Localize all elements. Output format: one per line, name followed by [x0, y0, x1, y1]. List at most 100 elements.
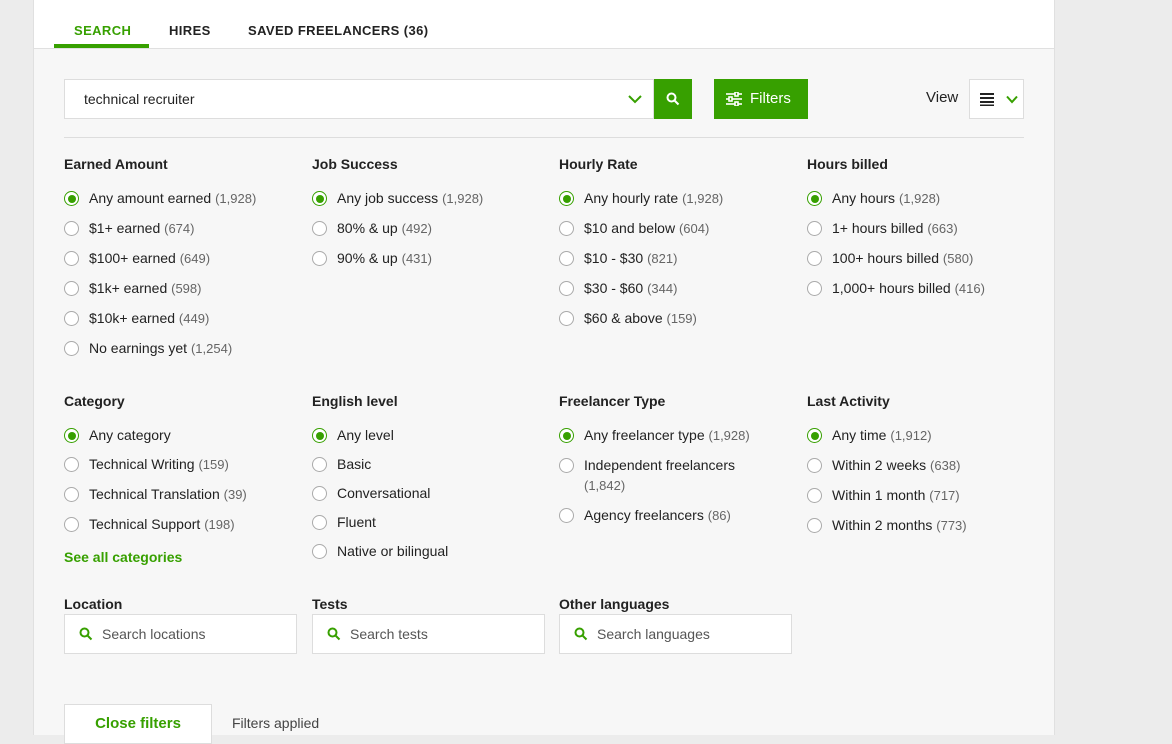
radio-button[interactable] [807, 221, 822, 236]
option-label: Any freelancer type [584, 427, 705, 443]
radio-button[interactable] [312, 486, 327, 501]
radio-button[interactable] [64, 191, 79, 206]
radio-button[interactable] [64, 487, 79, 502]
filters-button[interactable]: Filters [714, 79, 808, 119]
search-filter-input[interactable]: Search languages [559, 614, 792, 654]
radio-option[interactable]: Within 1 month (717) [807, 485, 1027, 506]
filter-title: Category [64, 393, 125, 409]
option-label: Technical Translation [89, 486, 220, 502]
radio-button[interactable] [312, 515, 327, 530]
filter-title: Last Activity [807, 393, 890, 409]
search-filter-input[interactable]: Search locations [64, 614, 297, 654]
radio-option[interactable]: Within 2 months (773) [807, 515, 1027, 536]
radio-option[interactable]: 80% & up (492) [312, 218, 532, 239]
radio-option[interactable]: Any amount earned (1,928) [64, 188, 284, 209]
radio-option[interactable]: $60 & above (159) [559, 308, 779, 329]
option-label: Fluent [337, 514, 376, 530]
search-input[interactable]: technical recruiter [64, 79, 654, 119]
radio-option[interactable]: $10k+ earned (449) [64, 308, 284, 329]
radio-button[interactable] [559, 311, 574, 326]
radio-button[interactable] [807, 251, 822, 266]
radio-option[interactable]: 100+ hours billed (580) [807, 248, 1027, 269]
radio-button[interactable] [312, 191, 327, 206]
option-count: (1,842) [584, 478, 626, 493]
radio-option[interactable]: 90% & up (431) [312, 248, 532, 269]
radio-option[interactable]: Technical Support (198) [64, 514, 284, 535]
radio-option[interactable]: $1k+ earned (598) [64, 278, 284, 299]
radio-button[interactable] [64, 281, 79, 296]
radio-option[interactable]: Basic [312, 454, 532, 474]
radio-button[interactable] [559, 508, 574, 523]
radio-button[interactable] [312, 221, 327, 236]
tab[interactable]: SAVED FREELANCERS (36) [248, 23, 429, 38]
option-label: Basic [337, 456, 372, 472]
radio-button[interactable] [64, 457, 79, 472]
option-list: Any amount earned (1,928) $1+ earned (674… [64, 188, 294, 359]
radio-option[interactable]: $100+ earned (649) [64, 248, 284, 269]
radio-button[interactable] [807, 281, 822, 296]
radio-button[interactable] [559, 221, 574, 236]
filter-group: Category Any category Technical Writing (1… [64, 391, 294, 565]
radio-option[interactable]: Within 2 weeks (638) [807, 455, 1027, 476]
radio-option[interactable]: $10 - $30 (821) [559, 248, 779, 269]
radio-option[interactable]: Any level [312, 425, 532, 445]
radio-option[interactable]: Any category [64, 425, 284, 445]
radio-button[interactable] [559, 458, 574, 473]
radio-option[interactable]: $1+ earned (674) [64, 218, 284, 239]
radio-button[interactable] [807, 488, 822, 503]
option-label: $30 - $60 [584, 280, 644, 296]
option-label: 100+ hours billed [832, 250, 940, 266]
option-list: Any freelancer type (1,928) Independent f… [559, 425, 789, 526]
radio-option[interactable]: $30 - $60 (344) [559, 278, 779, 299]
radio-button[interactable] [64, 428, 79, 443]
radio-option[interactable]: Any freelancer type (1,928) [559, 425, 779, 446]
radio-button[interactable] [312, 428, 327, 443]
view-selector[interactable] [969, 79, 1024, 119]
radio-button[interactable] [807, 518, 822, 533]
radio-button[interactable] [559, 281, 574, 296]
search-button[interactable] [654, 79, 692, 119]
tab[interactable]: HIRES [169, 23, 211, 38]
radio-button[interactable] [64, 311, 79, 326]
radio-option[interactable]: Fluent [312, 512, 532, 532]
radio-button[interactable] [312, 457, 327, 472]
radio-button[interactable] [312, 544, 327, 559]
search-filter-input[interactable]: Search tests [312, 614, 545, 654]
radio-button[interactable] [64, 517, 79, 532]
radio-option[interactable]: Any hourly rate (1,928) [559, 188, 779, 209]
radio-option[interactable]: 1+ hours billed (663) [807, 218, 1027, 239]
radio-button[interactable] [807, 191, 822, 206]
radio-button[interactable] [807, 458, 822, 473]
radio-button[interactable] [64, 221, 79, 236]
radio-option[interactable]: 1,000+ hours billed (416) [807, 278, 1027, 299]
radio-option[interactable]: $10 and below (604) [559, 218, 779, 239]
option-label: $60 & above [584, 310, 663, 326]
radio-button[interactable] [64, 251, 79, 266]
radio-option[interactable]: Any hours (1,928) [807, 188, 1027, 209]
radio-button[interactable] [559, 428, 574, 443]
tab[interactable]: SEARCH [74, 23, 132, 38]
radio-option[interactable]: Any time (1,912) [807, 425, 1027, 446]
option-label: $100+ earned [89, 250, 176, 266]
see-all-link[interactable]: See all categories [64, 549, 183, 565]
radio-option[interactable]: Conversational [312, 483, 532, 503]
radio-button[interactable] [559, 251, 574, 266]
option-count: (674) [164, 221, 195, 236]
radio-option[interactable]: Any job success (1,928) [312, 188, 532, 209]
radio-option[interactable]: Technical Writing (159) [64, 454, 284, 475]
search-filter: Tests Search tests [312, 594, 545, 654]
option-count: (416) [954, 281, 985, 296]
close-filters-button[interactable]: Close filters [64, 704, 212, 744]
radio-option[interactable]: No earnings yet (1,254) [64, 338, 284, 359]
radio-option[interactable]: Native or bilingual [312, 541, 532, 561]
option-label: $10 - $30 [584, 250, 644, 266]
close-filters-label: Close filters [95, 715, 181, 732]
radio-button[interactable] [807, 428, 822, 443]
radio-button[interactable] [559, 191, 574, 206]
radio-option[interactable]: Independent freelancers (1,842) [559, 455, 779, 496]
radio-button[interactable] [312, 251, 327, 266]
radio-button[interactable] [64, 341, 79, 356]
radio-option[interactable]: Agency freelancers (86) [559, 505, 779, 526]
radio-option[interactable]: Technical Translation (39) [64, 484, 284, 505]
option-count: (638) [930, 458, 961, 473]
